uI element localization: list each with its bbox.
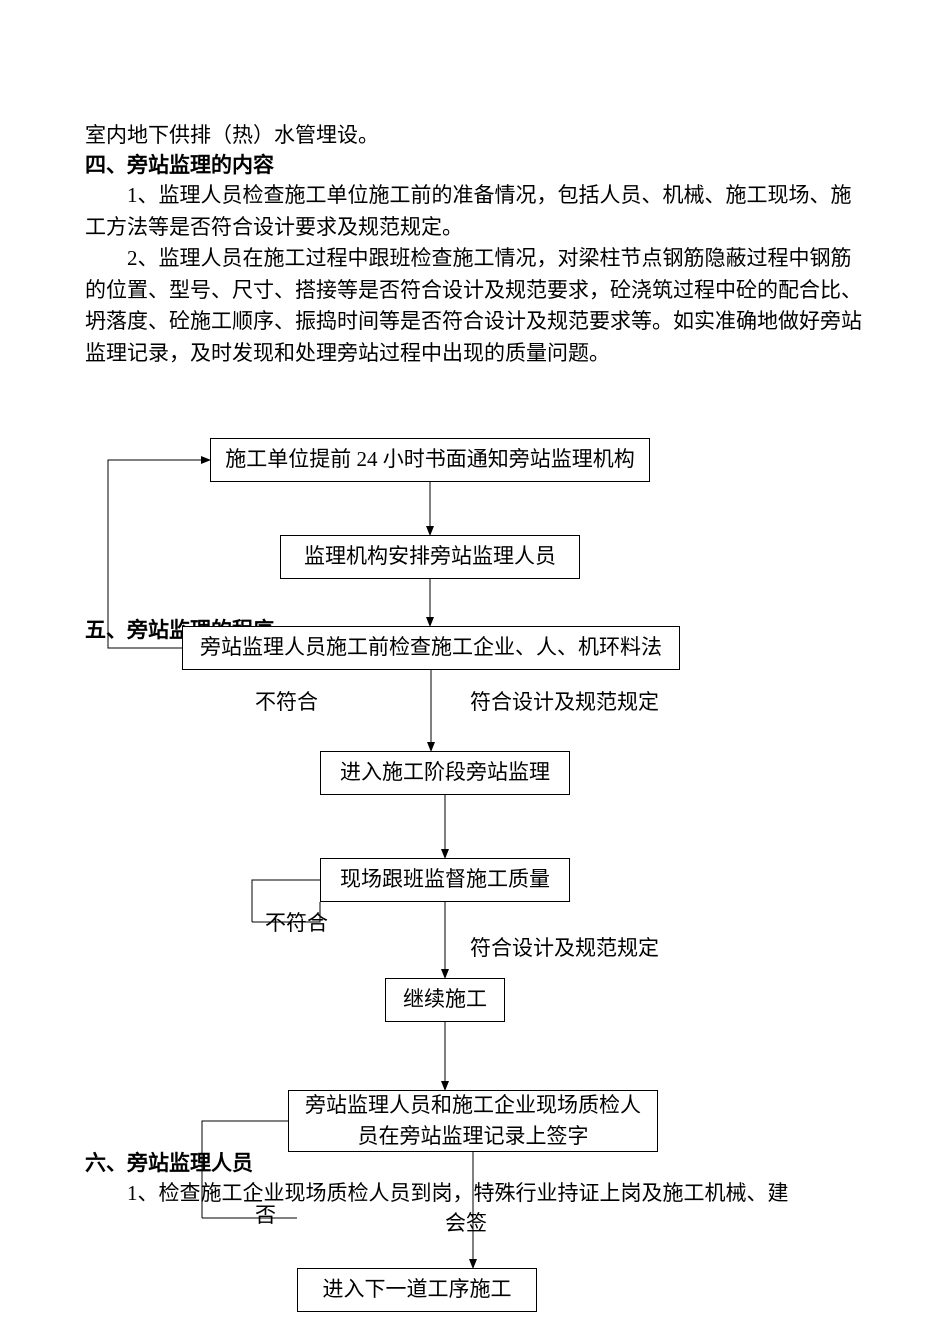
flowchart: 施工单位提前 24 小时书面通知旁站监理机构监理机构安排旁站监理人员旁站监理人员…	[0, 0, 950, 1344]
flowchart-node: 监理机构安排旁站监理人员	[280, 535, 580, 579]
flowchart-node: 现场跟班监督施工质量	[320, 858, 570, 902]
flowchart-node: 进入施工阶段旁站监理	[320, 751, 570, 795]
flowchart-node: 旁站监理人员施工前检查施工企业、人、机环料法	[182, 626, 680, 670]
flowchart-node: 进入下一道工序施工	[297, 1268, 537, 1312]
flowchart-edge-label: 会签	[445, 1208, 487, 1240]
flowchart-node: 旁站监理人员和施工企业现场质检人员在旁站监理记录上签字	[288, 1090, 658, 1152]
flowchart-edge-label: 不符合	[265, 908, 328, 940]
flowchart-edge-label: 符合设计及规范规定	[470, 933, 659, 965]
flowchart-node: 继续施工	[385, 978, 505, 1022]
flowchart-edge-label: 否	[255, 1200, 276, 1232]
flowchart-edge-label: 符合设计及规范规定	[470, 687, 659, 719]
flowchart-edge-label: 不符合	[255, 687, 318, 719]
flowchart-node: 施工单位提前 24 小时书面通知旁站监理机构	[210, 438, 650, 482]
